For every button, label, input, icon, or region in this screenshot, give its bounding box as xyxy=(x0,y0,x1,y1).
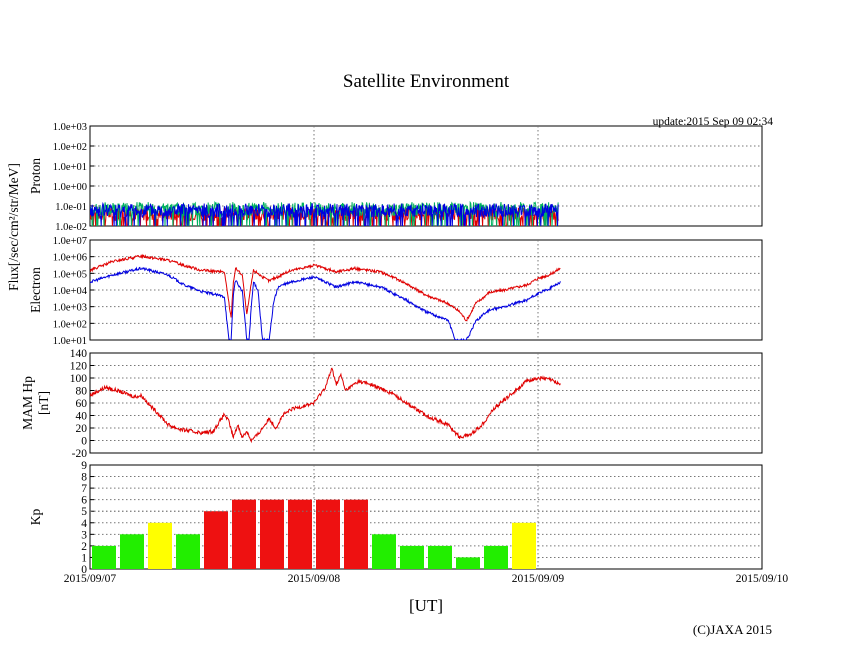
kp-bar xyxy=(316,499,340,569)
kp-bar xyxy=(400,545,424,569)
x-tick-label: 2015/09/09 xyxy=(512,573,565,585)
panel-proton: 1.0e-02 1.0e-01 1.0e+00 1.0e+01 1.0e+02 1.0e+… xyxy=(28,122,763,233)
y-tick-label: 7 xyxy=(81,483,87,495)
kp-bar xyxy=(232,499,256,569)
panel-ylabel: Kp xyxy=(28,509,43,526)
y-tick-label: 9 xyxy=(81,460,87,472)
panel-electron: 1.0e+01 1.0e+02 1.0e+03 1.0e+04 1.0e+05 1.0e+… xyxy=(28,236,763,347)
y-tick-label: 1.0e+04 xyxy=(53,286,88,297)
kp-bar xyxy=(288,499,312,569)
panel-frame xyxy=(89,464,763,570)
copyright-text: (C)JAXA 2015 xyxy=(693,622,772,637)
x-tick-label: 2015/09/07 xyxy=(64,573,117,585)
kp-bar xyxy=(92,545,116,569)
kp-bar xyxy=(120,534,144,569)
y-tick-label: 0 xyxy=(81,436,87,448)
y-tick-label: 140 xyxy=(70,348,88,360)
y-tick-label: 1.0e+01 xyxy=(53,336,87,347)
y-tick-label: 5 xyxy=(81,506,87,518)
y-tick-label: 1.0e+03 xyxy=(53,122,87,133)
kp-bar xyxy=(260,499,284,569)
kp-bar xyxy=(204,511,228,569)
plot-area xyxy=(90,200,559,226)
kp-bar xyxy=(428,545,452,569)
kp-bar xyxy=(456,557,480,569)
y-tick-label: 1.0e-02 xyxy=(55,222,87,233)
y-tick-label: 1.0e+03 xyxy=(53,303,87,314)
plot-area xyxy=(90,367,561,444)
shared-ylabel: Flux[/sec/cm²/str/MeV] xyxy=(6,163,21,291)
series-line-0 xyxy=(90,253,561,322)
panel-ylabel: MAM Hp xyxy=(20,376,35,430)
y-tick-label: 8 xyxy=(81,472,87,484)
y-tick-label: 1.0e+02 xyxy=(53,142,87,153)
panel-ylabel: Electron xyxy=(28,267,43,313)
update-timestamp: update:2015 Sep 09 02:34 xyxy=(653,116,774,128)
x-tick-label: 2015/09/10 xyxy=(736,573,789,585)
y-tick-label: 1 xyxy=(81,552,87,564)
kp-bar xyxy=(176,534,200,569)
panel-ylabel: Proton xyxy=(28,158,43,194)
panel-ylabel: [nT] xyxy=(36,391,51,415)
panel-frame xyxy=(89,125,763,227)
series-line-2 xyxy=(90,201,559,226)
y-tick-label: 1.0e+07 xyxy=(53,236,87,247)
y-tick-label: 2 xyxy=(81,541,87,553)
kp-bar xyxy=(484,545,508,569)
y-tick-label: 4 xyxy=(81,518,87,530)
y-tick-label: 40 xyxy=(76,411,88,423)
x-axis-label: [UT] xyxy=(409,596,443,615)
kp-bar xyxy=(372,534,396,569)
y-tick-label: 6 xyxy=(81,495,87,507)
plot-area xyxy=(92,499,536,569)
x-tick-label: 2015/09/08 xyxy=(288,573,341,585)
kp-bar xyxy=(148,522,172,569)
y-tick-label: 1.0e+00 xyxy=(53,182,87,193)
y-tick-label: 1.0e+05 xyxy=(53,269,87,280)
y-tick-label: 1.0e+02 xyxy=(53,319,87,330)
y-tick-label: 1.0e+01 xyxy=(53,162,87,173)
y-tick-label: 120 xyxy=(70,361,88,373)
y-tick-label: 80 xyxy=(76,386,88,398)
series-line-0 xyxy=(90,367,561,444)
series-line-1 xyxy=(90,266,561,340)
y-tick-label: 0 xyxy=(81,564,87,576)
y-tick-label: 1.0e+06 xyxy=(53,253,87,264)
y-tick-label: 60 xyxy=(76,398,88,410)
kp-bar xyxy=(344,499,368,569)
plot-area xyxy=(90,253,561,340)
y-tick-label: 100 xyxy=(70,373,88,385)
chart-title: Satellite Environment xyxy=(343,71,510,92)
y-tick-label: 1.0e-01 xyxy=(55,202,87,213)
y-tick-label: -20 xyxy=(72,448,88,460)
kp-bar xyxy=(512,522,536,569)
y-tick-label: 20 xyxy=(76,423,88,435)
y-tick-label: 3 xyxy=(81,529,87,541)
